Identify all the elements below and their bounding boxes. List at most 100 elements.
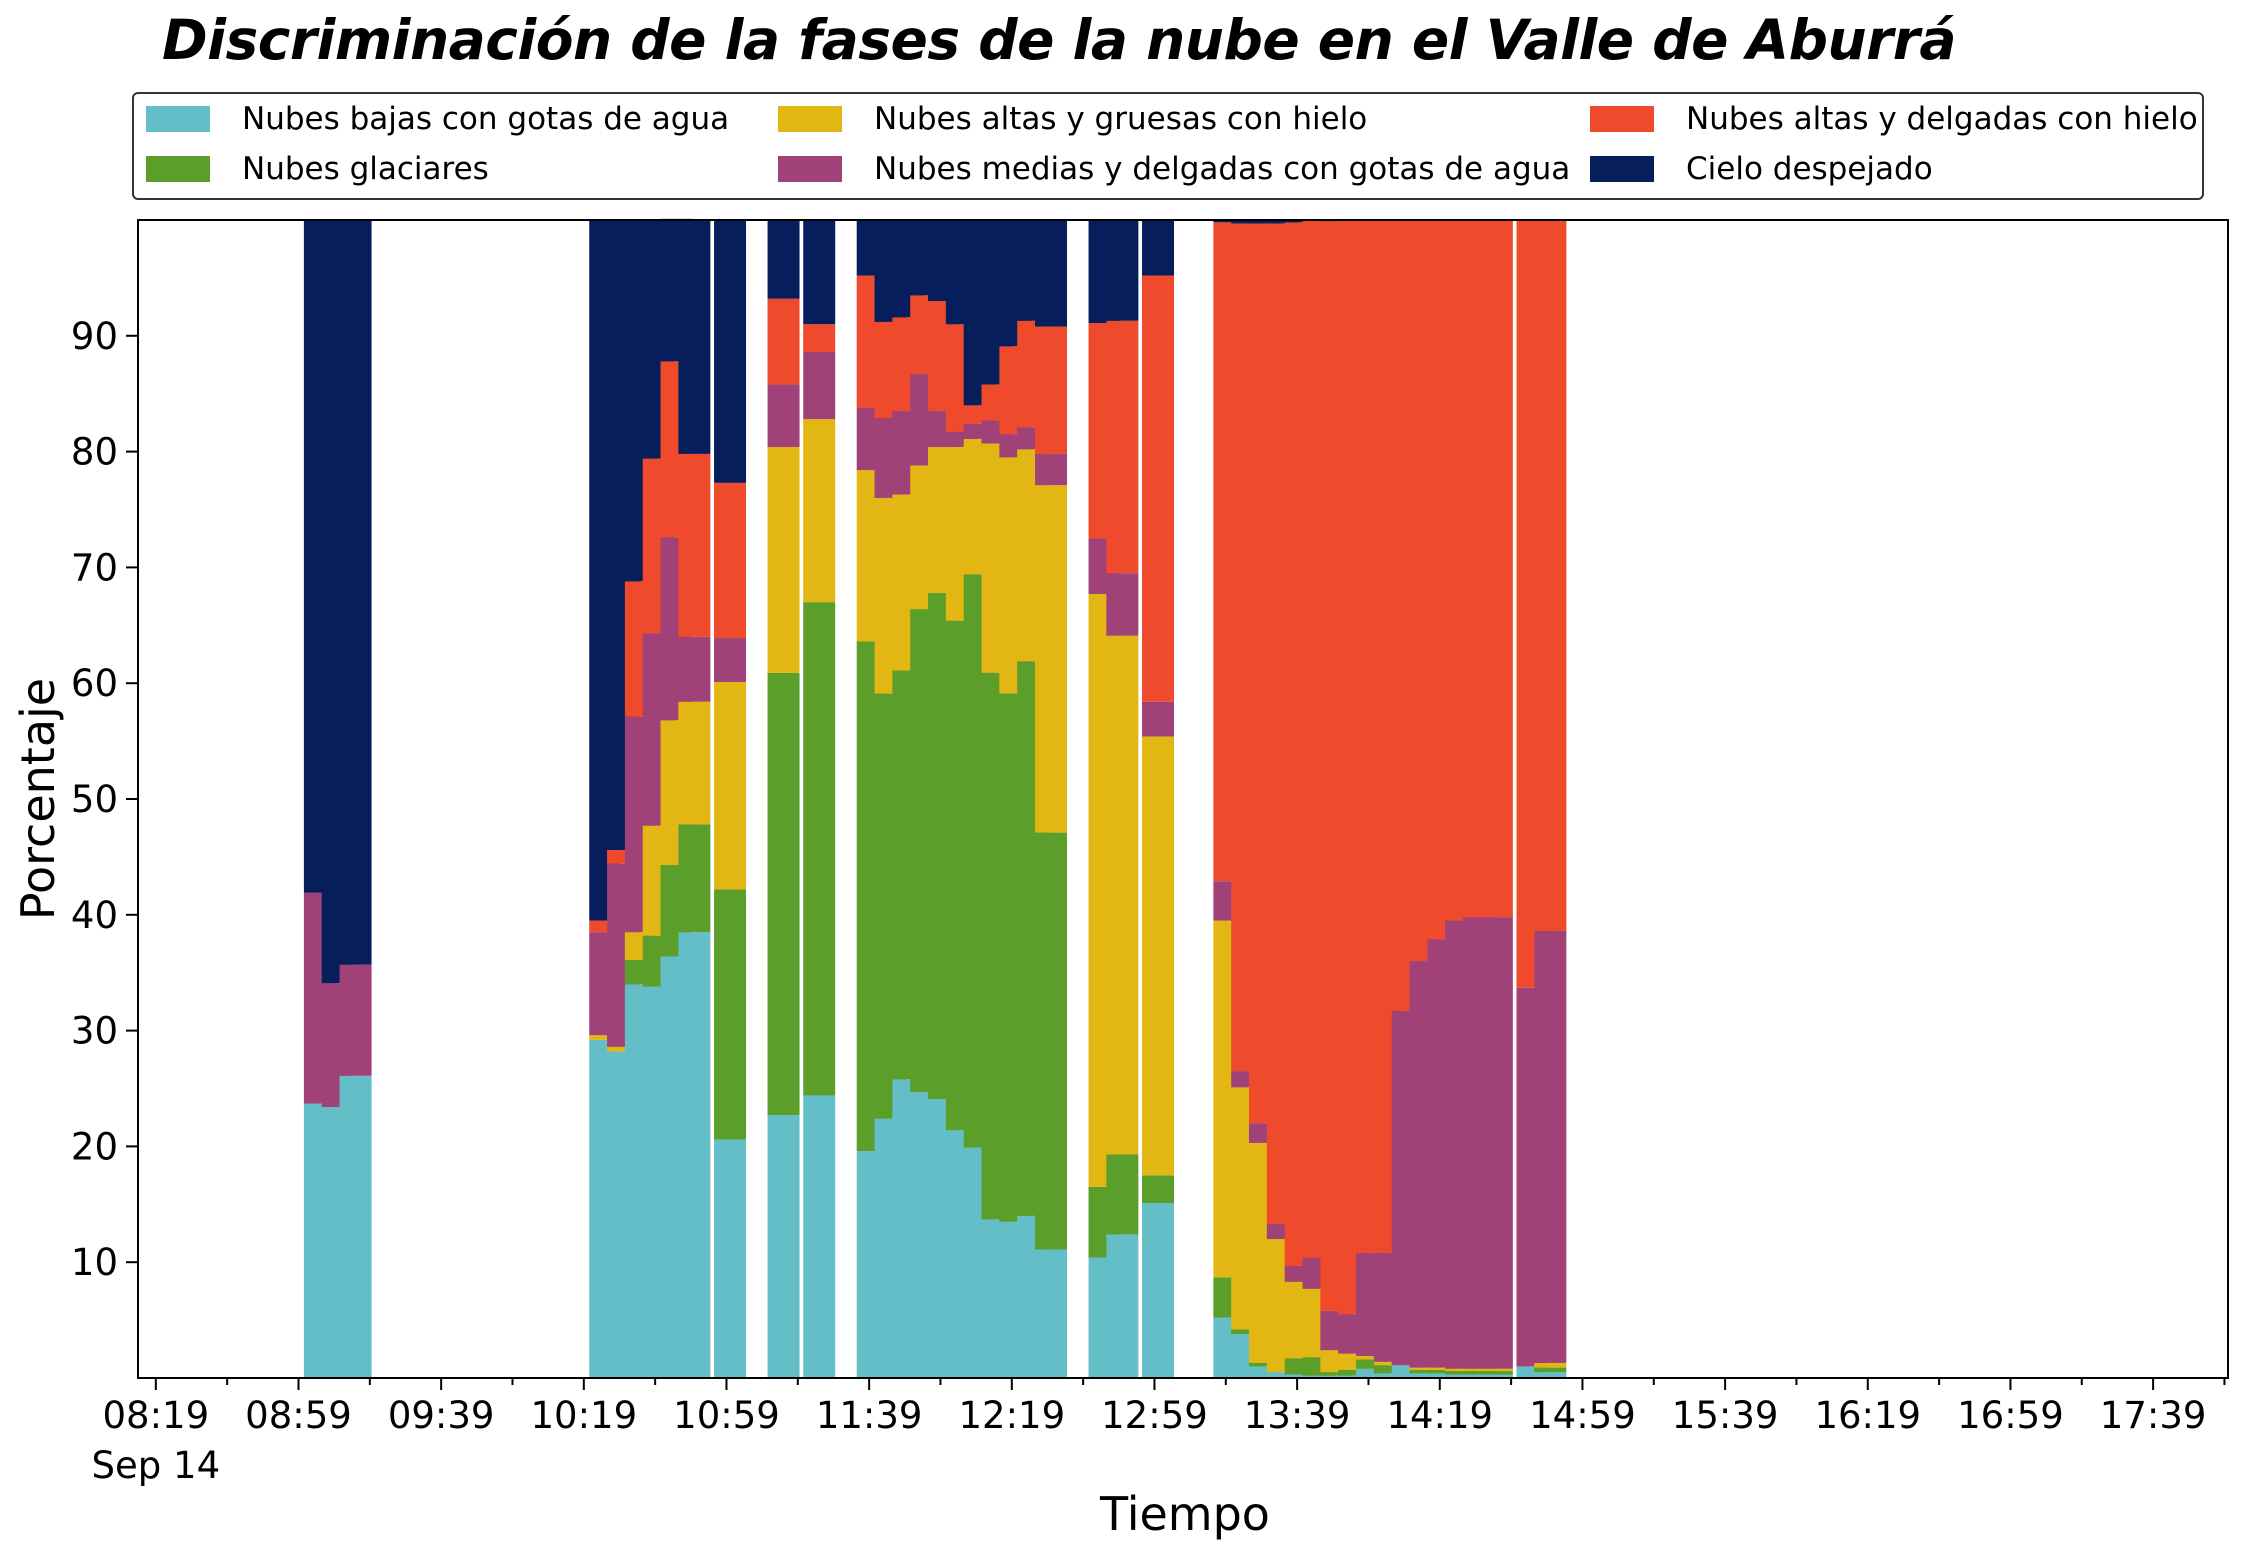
bar-segment: Nubes bajas con gotas de agua 11:15: 22.… <box>767 1115 800 1378</box>
x-tick-label: 14:19 <box>1386 1394 1493 1437</box>
x-tick-label: 12:59 <box>1101 1394 1208 1437</box>
bar-segment: Nubes bajas con gotas de agua 14:15: 0.4 <box>1409 1373 1442 1378</box>
bar-segment: Nubes bajas con gotas de agua 14:00: 0.8 <box>1356 1368 1389 1378</box>
legend-label: Nubes altas y delgadas con hielo <box>1686 101 2198 137</box>
bar-segment: Cielo despejado 13:25: 0.3 <box>1231 220 1264 224</box>
legend-item: Nubes altas y delgadas con hielo <box>1590 99 2198 139</box>
y-tick-label: 50 <box>71 778 118 821</box>
bar-segment: Nubes glaciares 11:25: 42.6 <box>803 602 836 1096</box>
bar-segment: Nubes glaciares 14:30: 0.3 <box>1463 1371 1496 1375</box>
bar-segment: Nubes altas y gruesas con hielo 11:25: 1… <box>803 419 836 603</box>
bar-segment: Nubes altas y gruesas con hielo 14:15: 0… <box>1409 1367 1442 1370</box>
y-tick-label: 80 <box>71 431 118 474</box>
bar-segment: Nubes altas y gruesas con hielo 11:15: 1… <box>767 446 800 673</box>
y-tick-label: 70 <box>71 546 118 589</box>
bar-segment: Nubes bajas con gotas de agua 13:30: 1 <box>1249 1366 1282 1378</box>
bar-segment: Nubes bajas con gotas de agua 14:45: 1 <box>1516 1366 1549 1378</box>
legend-swatch <box>146 106 210 132</box>
bar-segment: Nubes altas y delgadas con hielo 12:30: … <box>1035 326 1068 454</box>
bar-segment: Nubes altas y delgadas con hielo 14:35: … <box>1480 220 1513 918</box>
y-tick-label: 60 <box>71 662 118 705</box>
bar-segment: Cielo despejado 13:20: 0.2 <box>1213 220 1246 223</box>
legend-label: Cielo despejado <box>1686 151 1933 187</box>
bar-segment: Nubes bajas con gotas de agua 14:30: 0.3 <box>1463 1374 1496 1378</box>
chart-title: Discriminación de la fases de la nube en… <box>162 8 1957 72</box>
legend-item: Cielo despejado <box>1590 149 1933 189</box>
bar-segment: Nubes altas y gruesas con hielo 14:00: 0… <box>1356 1356 1389 1360</box>
bar-segment: Nubes medias y delgadas con gotas de agu… <box>1035 453 1068 486</box>
x-axis-label: Tiempo <box>1099 1487 1270 1541</box>
bar-segment: Nubes altas y delgadas con hielo 11:25: … <box>803 324 836 353</box>
bar-segment: Nubes bajas con gotas de agua 13:00: 15.… <box>1142 1203 1175 1378</box>
bar-segment: Nubes bajas con gotas de agua 14:05: 0.4 <box>1373 1373 1406 1378</box>
legend-swatch <box>1590 156 1654 182</box>
bar-segment: Nubes altas y gruesas con hielo 10:30: 0… <box>607 1046 640 1052</box>
bar-segment: Nubes medias y delgadas con gotas de agu… <box>714 638 747 683</box>
bar-segment: Cielo despejado 13:35: 0.3 <box>1266 220 1299 224</box>
legend-swatch <box>778 156 842 182</box>
bar-segment: Nubes glaciares 11:15: 38.2 <box>767 672 800 1116</box>
bar-segment: Nubes glaciares 13:50: 0.3 <box>1320 1372 1353 1376</box>
legend-item: Nubes glaciares <box>146 149 489 189</box>
x-tick-label: 10:59 <box>673 1394 780 1437</box>
bar-segment: Nubes glaciares 11:00: 21.6 <box>714 889 747 1140</box>
legend: Nubes bajas con gotas de agua Nubes glaci… <box>132 92 2204 200</box>
bar-segment: Nubes medias y delgadas con gotas de agu… <box>1142 701 1175 737</box>
y-axis: 10 20 30 40 50 60 70 80 90 <box>71 315 138 1284</box>
bar-segment: Cielo despejado 09:15: 64.3 <box>339 220 372 965</box>
x-tick-label: 17:39 <box>2100 1394 2207 1437</box>
y-tick-label: 20 <box>71 1125 118 1168</box>
bar-segment: Nubes medias y delgadas con gotas de agu… <box>1480 917 1513 1369</box>
bar-segment: Nubes glaciares 12:30: 36 <box>1035 832 1068 1250</box>
y-tick-label: 30 <box>71 1010 118 1053</box>
bar-segment: Nubes altas y delgadas con hielo 11:15: … <box>767 298 800 385</box>
bar-segment: Cielo despejado 13:40: 0.2 <box>1284 220 1317 223</box>
x-tick-label: 16:59 <box>1957 1394 2064 1437</box>
bar-segment: Nubes altas y gruesas con hielo 14:35: 0… <box>1480 1368 1513 1372</box>
legend-swatch <box>1590 106 1654 132</box>
bar-segment: Nubes altas y gruesas con hielo 14:50: 0… <box>1534 1362 1567 1368</box>
bar-segment: Nubes medias y delgadas con gotas de agu… <box>678 636 711 702</box>
x-tick-label: 16:19 <box>1814 1394 1921 1437</box>
x-date-label: Sep 14 <box>92 1444 221 1487</box>
legend-item: Nubes medias y delgadas con gotas de agu… <box>778 149 1570 189</box>
bar-segment: Nubes glaciares 14:25: 0.3 <box>1445 1371 1478 1375</box>
x-tick-label: 08:19 <box>103 1394 210 1437</box>
bar-segment: Nubes altas y gruesas con hielo 10:25: 0… <box>589 1035 622 1040</box>
bar-segment: Nubes bajas con gotas de agua 13:45: 0.2 <box>1302 1375 1335 1378</box>
legend-label: Nubes altas y gruesas con hielo <box>874 101 1368 137</box>
bar-segment: Nubes bajas con gotas de agua 13:55: 0.2 <box>1338 1375 1371 1378</box>
bar-segment: Nubes medias y delgadas con gotas de agu… <box>767 384 800 447</box>
bar-segment: Cielo despejado 11:15: 6.8 <box>767 220 800 299</box>
y-tick-label: 10 <box>71 1241 118 1284</box>
bar-segment: Nubes altas y delgadas con hielo 10:50: … <box>678 453 711 637</box>
plot-frame <box>137 219 2229 1379</box>
bar-segment: Nubes altas y gruesas con hielo 13:00: 3… <box>1142 736 1175 1176</box>
bar-segment: Nubes bajas con gotas de agua 11:00: 20.… <box>714 1139 747 1378</box>
bar-segment: Cielo despejado 11:25: 9 <box>803 220 836 325</box>
x-tick-label: 11:39 <box>816 1394 923 1437</box>
bar-segment: Nubes bajas con gotas de agua 14:35: 0.3 <box>1480 1374 1513 1378</box>
bar-segment: Nubes glaciares 13:55: 0.5 <box>1338 1369 1371 1376</box>
legend-item: Nubes altas y gruesas con hielo <box>778 99 1367 139</box>
legend-swatch <box>778 106 842 132</box>
bar-segment: Nubes altas y delgadas con hielo 11:00: … <box>714 482 747 639</box>
bar-segment: Nubes bajas con gotas de agua 13:50: 0.2 <box>1320 1375 1353 1378</box>
bar-segment: Nubes glaciares 12:50: 6.9 <box>1106 1154 1139 1235</box>
bar-segment: Nubes bajas con gotas de agua 09:15: 26.… <box>339 1075 372 1378</box>
bar-segment: Nubes altas y gruesas con hielo 12:50: 4… <box>1106 635 1139 1155</box>
bar-segment: Nubes altas y gruesas con hielo 11:00: 1… <box>714 682 747 890</box>
x-tick-label: 09:39 <box>388 1394 495 1437</box>
y-tick-label: 90 <box>71 315 118 358</box>
x-tick-label: 15:39 <box>1672 1394 1779 1437</box>
bar-segment: Nubes altas y delgadas con hielo 14:50: … <box>1534 220 1567 932</box>
bar-segment: Nubes glaciares 14:00: 0.8 <box>1356 1359 1389 1369</box>
legend-label: Nubes medias y delgadas con gotas de agu… <box>874 151 1571 187</box>
bar-segment: Nubes medias y delgadas con gotas de agu… <box>1534 931 1567 1363</box>
y-tick-label: 40 <box>71 894 118 937</box>
x-axis: 08:19 08:59 09:39 10:19 10:59 11:39 12:19 12:59… <box>92 1378 2226 1487</box>
bar-segment: Nubes altas y delgadas con hielo 13:00: … <box>1142 275 1175 702</box>
bar-segment: Nubes bajas con gotas de agua 13:40: 0.3 <box>1284 1374 1317 1378</box>
bar-segment: Nubes glaciares 13:00: 2.4 <box>1142 1175 1175 1204</box>
